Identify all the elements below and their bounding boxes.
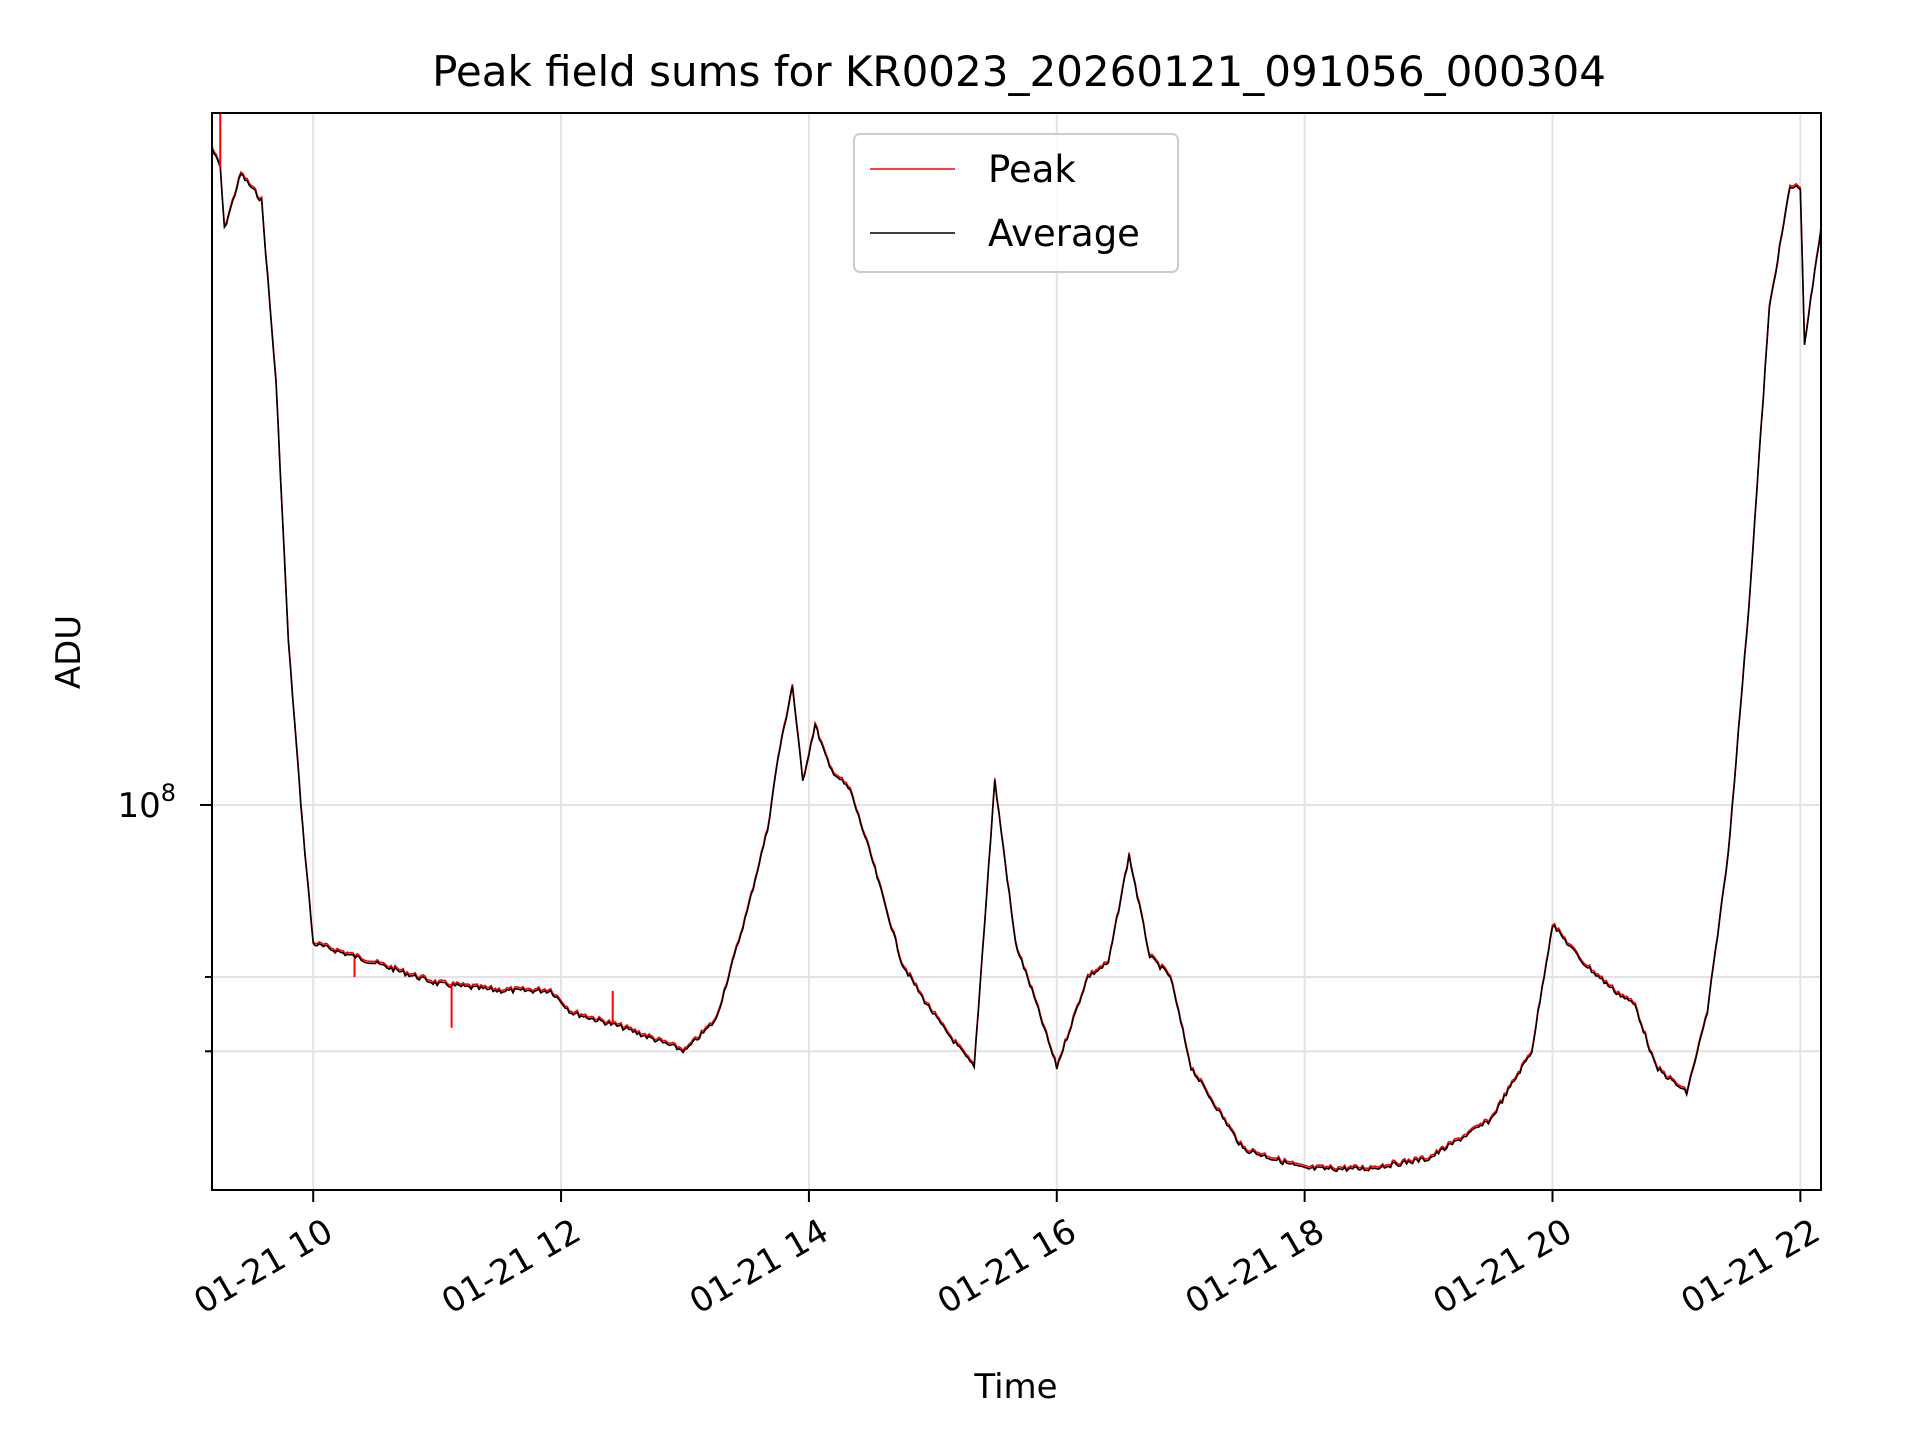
plot-area — [211, 112, 1822, 1191]
y-axis-ticks: 108 — [117, 779, 212, 1053]
x-tick-label: 01-21 16 — [931, 1211, 1083, 1322]
x-tick-label: 01-21 20 — [1427, 1211, 1579, 1322]
series-peak — [219, 113, 614, 1028]
average-line — [211, 148, 1822, 1173]
x-tick-label: 01-21 12 — [435, 1211, 587, 1322]
x-axis-ticks: 01-21 10 01-21 12 01-21 14 01-21 16 01-21 18… — [187, 1190, 1827, 1322]
chart-title-group: Peak field sums for KR0023_20260121_0910… — [432, 47, 1606, 96]
x-tick-label: 01-21 10 — [187, 1211, 339, 1322]
x-tick-label: 01-21 22 — [1674, 1211, 1826, 1322]
legend-label-peak: Peak — [988, 148, 1076, 191]
plot-background — [212, 113, 1821, 1190]
x-tick-label: 01-21 14 — [683, 1211, 835, 1322]
y-axis-label: ADU — [49, 615, 89, 689]
y-tick-exponent: 8 — [161, 779, 176, 807]
legend: Peak Average — [853, 133, 1179, 273]
y-tick-label-major: 108 — [117, 779, 176, 826]
y-tick-base: 10 — [117, 786, 160, 826]
x-tick-label: 01-21 18 — [1179, 1211, 1331, 1322]
plot-frame — [211, 112, 1822, 1191]
series-average — [211, 146, 1822, 1173]
grid-lines — [212, 113, 1821, 1190]
chart-title: Peak field sums for KR0023_20260121_0910… — [432, 47, 1606, 96]
legend-label-average: Average — [988, 212, 1140, 255]
x-axis-label: Time — [973, 1367, 1057, 1407]
